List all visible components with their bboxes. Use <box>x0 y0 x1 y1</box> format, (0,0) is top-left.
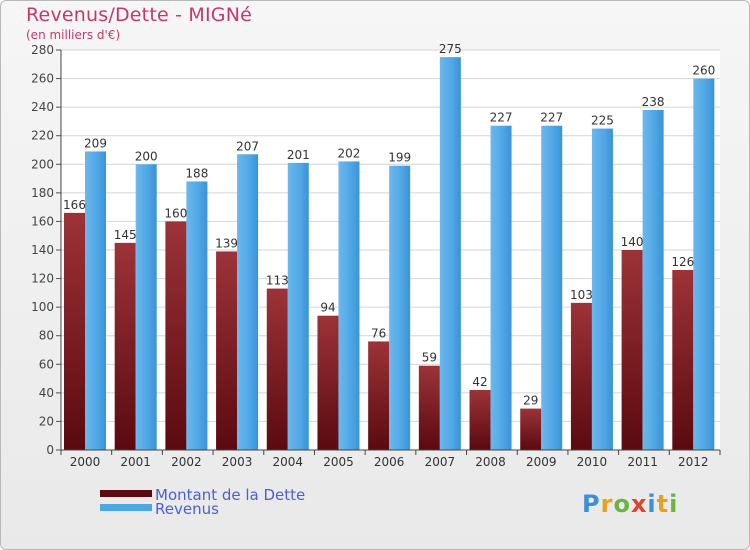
x-axis: 2000 2001 2002 2003 2004 2005 2006 2007 2008 2009… <box>60 449 721 469</box>
bar-dette-2012 <box>672 270 694 450</box>
bar-dette-2008 <box>469 390 491 450</box>
data-label-dette-2002: 160 <box>164 206 187 220</box>
bar-dette-2006 <box>368 341 390 450</box>
bar-dette-2007 <box>418 365 440 450</box>
bar-revenus-2012 <box>693 78 715 451</box>
bar-revenus-2005 <box>338 161 360 450</box>
bar-revenus-2008 <box>490 125 512 450</box>
data-labels: 166 209 145 200 160 188 139 207 113 201 94 202 76 199… <box>63 42 715 407</box>
data-label-revenus-2008: 227 <box>490 111 513 125</box>
legend-label-dette: Montant de la Dette <box>155 486 306 504</box>
bar-revenus-2007 <box>439 57 461 451</box>
data-label-revenus-2007: 275 <box>439 42 462 56</box>
proxiti-logo: Proxiti <box>582 490 679 518</box>
chart-subtitle: (en milliers d'€) <box>26 28 121 42</box>
y-tick-label: 200 <box>31 157 54 171</box>
data-label-dette-2009: 29 <box>523 394 538 408</box>
y-tick-label: 140 <box>31 243 54 257</box>
x-tick-label-2010: 2010 <box>577 455 608 469</box>
y-tick-label: 120 <box>31 272 54 286</box>
chart-title: Revenus/Dette - MIGNé <box>26 4 253 26</box>
bar-revenus-2001 <box>135 164 157 451</box>
data-label-revenus-2012: 260 <box>692 64 715 78</box>
bar-dette-2011 <box>621 250 643 450</box>
bars <box>64 57 715 451</box>
data-label-dette-2010: 103 <box>570 288 593 302</box>
y-tick-label: 280 <box>31 43 54 57</box>
legend-swatch-revenus <box>100 504 152 511</box>
bar-revenus-2010 <box>591 128 613 451</box>
data-label-revenus-2009: 227 <box>540 111 563 125</box>
data-label-revenus-2003: 207 <box>236 139 259 153</box>
data-label-revenus-2004: 201 <box>287 148 310 162</box>
y-tick-label: 180 <box>31 186 54 200</box>
y-tick-label: 260 <box>31 72 54 86</box>
bar-dette-2002 <box>165 221 187 450</box>
data-label-revenus-2011: 238 <box>642 95 665 109</box>
legend-swatch-dette <box>100 490 152 497</box>
data-label-revenus-2000: 209 <box>84 136 107 150</box>
data-label-dette-2007: 59 <box>422 351 437 365</box>
data-label-dette-2008: 42 <box>472 375 487 389</box>
y-tick-label: 160 <box>31 214 54 228</box>
y-tick-label: 40 <box>39 386 54 400</box>
bar-revenus-2003 <box>237 154 259 451</box>
data-label-dette-2005: 94 <box>320 301 335 315</box>
x-tick-label-2012: 2012 <box>678 455 709 469</box>
bar-revenus-2000 <box>85 151 106 450</box>
x-tick-label-2005: 2005 <box>323 455 354 469</box>
bar-dette-2001 <box>114 242 136 450</box>
x-tick-label-2006: 2006 <box>374 455 405 469</box>
y-tick-label: 240 <box>31 100 54 114</box>
y-tick-label: 80 <box>39 329 54 343</box>
data-label-dette-2004: 113 <box>266 274 289 288</box>
data-label-dette-2000: 166 <box>63 198 86 212</box>
x-tick-label-2000: 2000 <box>70 455 101 469</box>
bar-dette-2010 <box>570 302 592 450</box>
x-tick-label-2008: 2008 <box>475 455 506 469</box>
x-tick-label-2003: 2003 <box>222 455 253 469</box>
data-label-revenus-2005: 202 <box>338 146 361 160</box>
x-tick-label-2004: 2004 <box>272 455 303 469</box>
x-tick-label-2001: 2001 <box>120 455 151 469</box>
x-tick-label-2002: 2002 <box>171 455 202 469</box>
data-label-revenus-2010: 225 <box>591 114 614 128</box>
bar-dette-2005 <box>317 315 339 450</box>
data-label-revenus-2001: 200 <box>135 149 158 163</box>
data-label-revenus-2006: 199 <box>388 151 411 165</box>
y-axis: 0 20 40 60 80 100 120 140 160 180 200 220 240 260 280 <box>31 43 62 457</box>
x-tick-label-2009: 2009 <box>526 455 557 469</box>
bar-dette-2000 <box>64 212 85 450</box>
y-tick-label: 0 <box>46 443 54 457</box>
bar-revenus-2009 <box>541 125 563 450</box>
x-tick-label-2011: 2011 <box>627 455 658 469</box>
y-tick-label: 20 <box>39 414 54 428</box>
data-label-dette-2011: 140 <box>621 235 644 249</box>
data-label-dette-2003: 139 <box>215 236 238 250</box>
bar-revenus-2002 <box>186 181 208 450</box>
x-tick-label-2007: 2007 <box>425 455 456 469</box>
y-tick-label: 220 <box>31 129 54 143</box>
data-label-dette-2006: 76 <box>371 326 386 340</box>
y-tick-label: 60 <box>39 357 54 371</box>
data-label-dette-2001: 145 <box>114 228 137 242</box>
bar-revenus-2004 <box>287 162 309 450</box>
bar-revenus-2011 <box>642 110 664 450</box>
bar-dette-2003 <box>216 251 238 450</box>
data-label-dette-2012: 126 <box>671 255 694 269</box>
bar-dette-2004 <box>266 288 288 450</box>
y-tick-label: 100 <box>31 300 54 314</box>
bar-revenus-2006 <box>389 165 411 450</box>
legend-label-revenus: Revenus <box>155 500 219 518</box>
bar-dette-2009 <box>520 408 542 450</box>
data-label-revenus-2002: 188 <box>185 166 208 180</box>
